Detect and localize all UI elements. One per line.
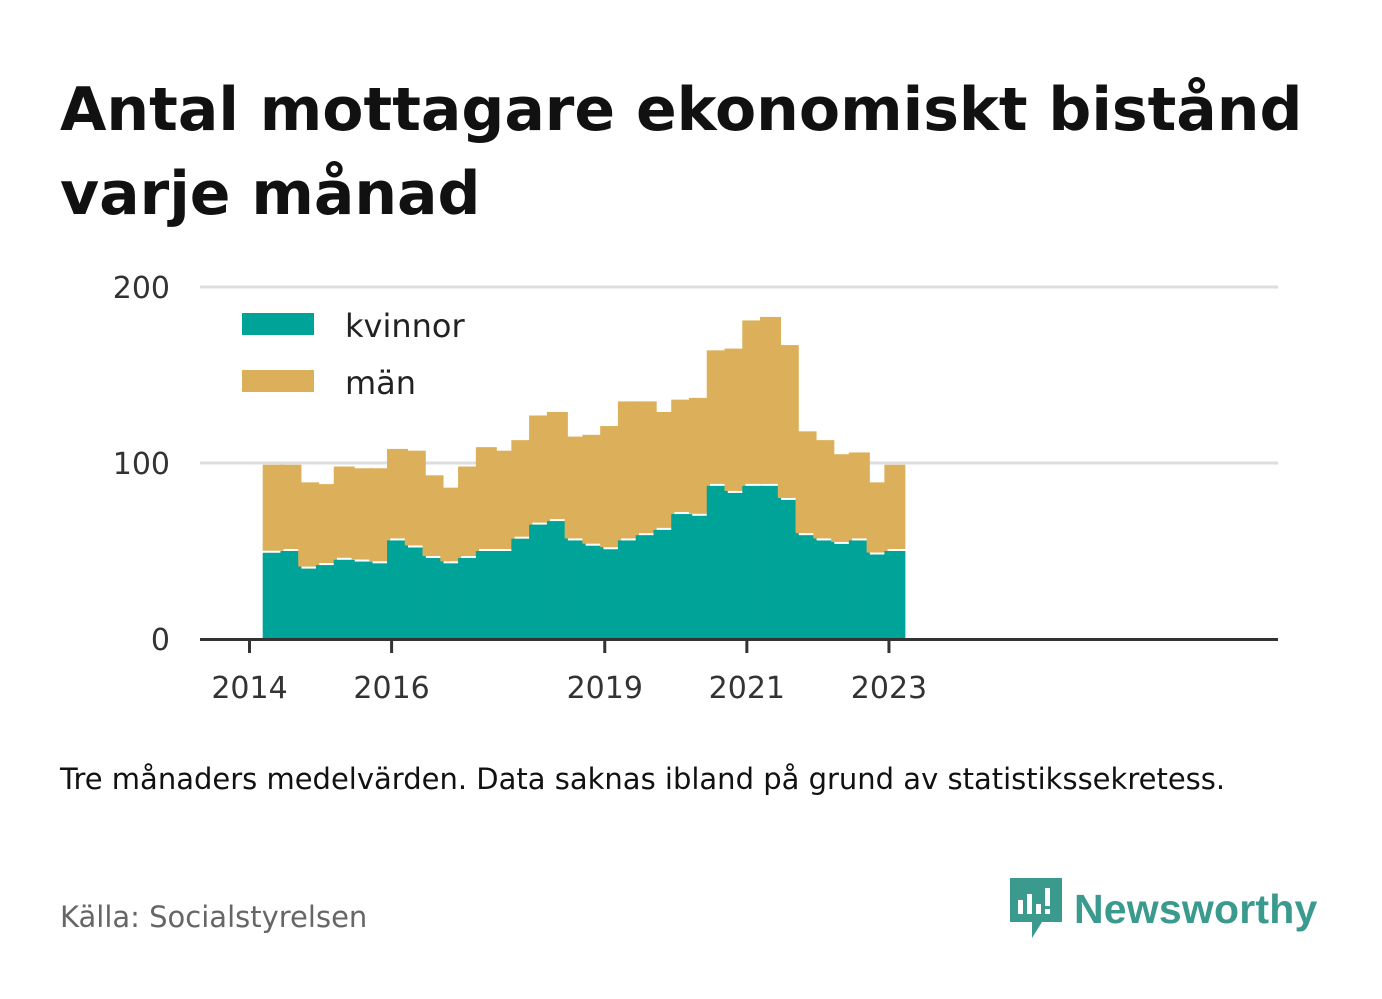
bar-man <box>493 450 515 549</box>
bar-kvinnor <box>582 545 604 639</box>
bar-kvinnor <box>475 551 497 639</box>
bar-man <box>600 426 622 548</box>
x-tick-label: 2014 <box>211 671 287 706</box>
legend-label-kvinnor: kvinnor <box>345 307 466 345</box>
y-tick-label: 100 <box>113 447 170 482</box>
bar-kvinnor <box>706 485 728 639</box>
bar-man <box>440 487 462 562</box>
newsworthy-logo: Newsworthy <box>1010 878 1318 940</box>
newsworthy-logo-icon <box>1010 878 1062 938</box>
bar-man <box>315 484 337 564</box>
bar-man <box>813 440 835 539</box>
bar-man <box>777 345 799 498</box>
bar-kvinnor <box>813 540 835 639</box>
bar-man <box>369 468 391 562</box>
bar-man <box>404 450 426 546</box>
bar-kvinnor <box>724 492 746 639</box>
bar-kvinnor <box>493 551 515 639</box>
bar-kvinnor <box>831 543 853 639</box>
bar-kvinnor <box>529 524 551 639</box>
bar-kvinnor <box>298 568 320 639</box>
bar-kvinnor <box>671 514 693 639</box>
bar-kvinnor <box>387 540 409 639</box>
bar-kvinnor <box>760 485 782 639</box>
x-tick-label: 2023 <box>851 671 927 706</box>
bar-kvinnor <box>742 485 764 639</box>
bar-man <box>582 434 604 544</box>
chart-title: Antal mottagare ekonomiskt bistånd varje… <box>60 75 1303 229</box>
bar-kvinnor <box>600 549 622 639</box>
legend-label-man: män <box>345 364 416 402</box>
bar-kvinnor <box>866 554 888 639</box>
bar-kvinnor <box>564 540 586 639</box>
bar-man <box>688 397 710 514</box>
bar-kvinnor <box>884 551 906 639</box>
legend-swatch-kvinnor <box>242 313 314 335</box>
legend-swatch-man <box>242 370 314 392</box>
bar-man <box>653 411 675 528</box>
chart-note: Tre månaders medelvärden. Data saknas ib… <box>60 762 1226 796</box>
bar-kvinnor <box>511 538 533 639</box>
bar-man <box>795 431 817 534</box>
bar-man <box>546 411 568 520</box>
y-tick-label: 0 <box>151 623 170 658</box>
bar-kvinnor <box>369 563 391 639</box>
y-tick-label: 200 <box>113 271 170 306</box>
bar-kvinnor <box>422 558 444 639</box>
bar-man <box>848 452 870 539</box>
bar-man <box>884 464 906 549</box>
bar-kvinnor <box>458 558 480 639</box>
bar-man <box>422 475 444 557</box>
bar-man <box>511 440 533 537</box>
bar-kvinnor <box>653 529 675 639</box>
bar-kvinnor <box>635 535 657 639</box>
bar-man <box>831 454 853 542</box>
bar-man <box>635 401 657 534</box>
bar-man <box>333 466 355 558</box>
source-credit: Källa: Socialstyrelsen <box>60 900 368 934</box>
newsworthy-wordmark: Newsworthy <box>1074 885 1318 932</box>
x-tick-label: 2019 <box>567 671 643 706</box>
bar-man <box>617 401 639 539</box>
bar-kvinnor <box>440 563 462 639</box>
x-tick-label: 2021 <box>709 671 785 706</box>
bar-man <box>262 464 284 551</box>
bar-kvinnor <box>546 521 568 639</box>
x-tick-label: 2016 <box>353 671 429 706</box>
bar-man <box>529 415 551 523</box>
bar-kvinnor <box>617 540 639 639</box>
bar-kvinnor <box>688 515 710 639</box>
bar-man <box>866 482 888 553</box>
bar-kvinnor <box>333 559 355 639</box>
bar-kvinnor <box>351 561 373 639</box>
bar-man <box>724 348 746 491</box>
bar-man <box>280 464 302 549</box>
bar-man <box>475 447 497 549</box>
bar-kvinnor <box>795 535 817 639</box>
bar-kvinnor <box>848 540 870 639</box>
bar-man <box>742 320 764 484</box>
bar-man <box>671 399 693 513</box>
bar-chart: 0 100 200 2014 2016 2019 2021 2023 kvinnor män <box>113 271 1278 706</box>
bar-man <box>387 448 409 539</box>
bar-kvinnor <box>404 547 426 639</box>
bar-man <box>298 482 320 567</box>
bar-man <box>564 436 586 539</box>
bar-kvinnor <box>280 551 302 639</box>
bar-man <box>760 316 782 484</box>
bar-man <box>706 350 728 484</box>
bar-kvinnor <box>315 565 337 639</box>
bar-kvinnor <box>777 499 799 639</box>
bar-kvinnor <box>262 552 284 639</box>
bar-man <box>458 466 480 557</box>
bar-man <box>351 468 373 560</box>
